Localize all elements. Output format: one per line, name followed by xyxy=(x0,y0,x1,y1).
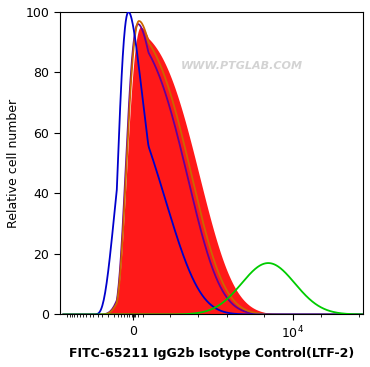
Y-axis label: Relative cell number: Relative cell number xyxy=(7,99,20,228)
Text: WWW.PTGLAB.COM: WWW.PTGLAB.COM xyxy=(181,61,303,72)
X-axis label: FITC-65211 IgG2b Isotype Control(LTF-2): FITC-65211 IgG2b Isotype Control(LTF-2) xyxy=(69,347,354,360)
